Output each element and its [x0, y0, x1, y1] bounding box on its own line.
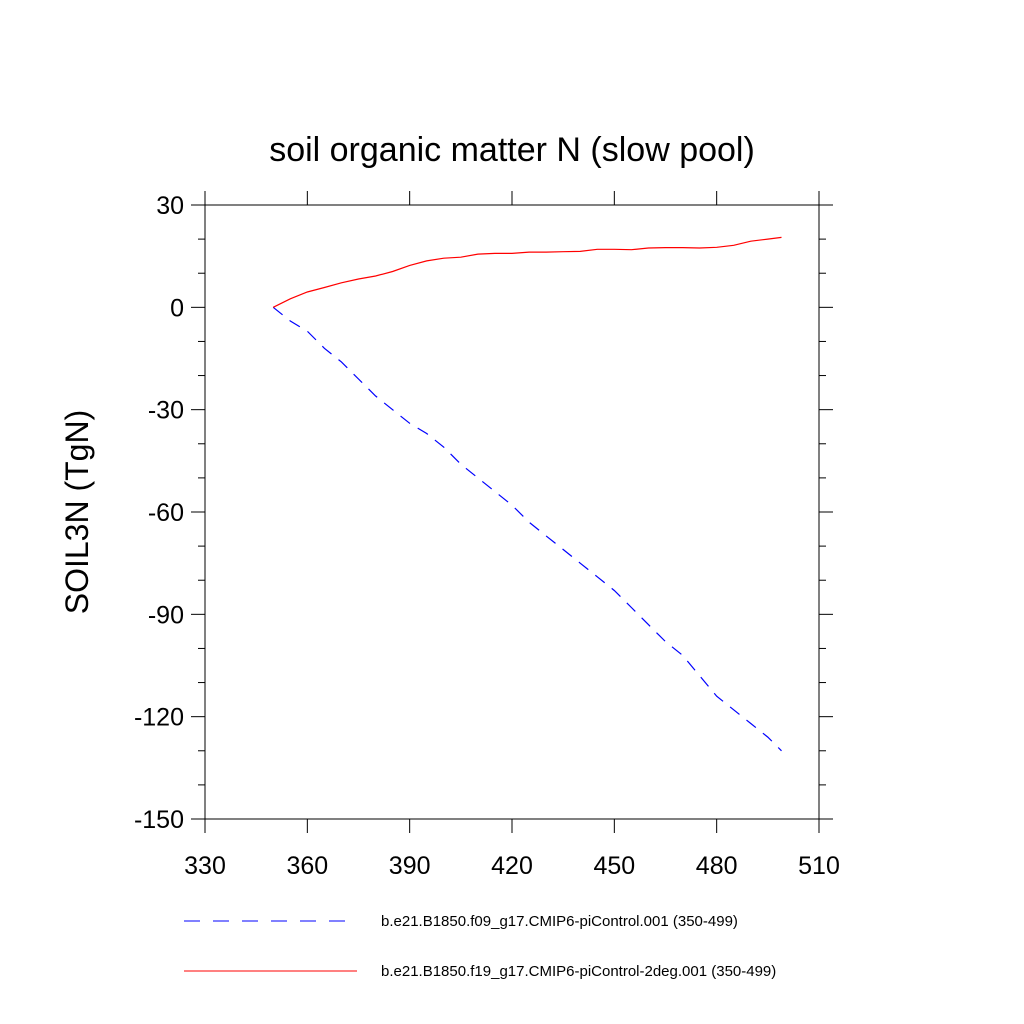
y-tick-label: -150	[134, 806, 184, 834]
y-axis: 30 0 -30 -60 -90 -120 -150	[134, 192, 833, 834]
y-tick-label: -120	[134, 704, 184, 732]
legend-label-1: b.e21.B1850.f09_g17.CMIP6-piControl.001 …	[381, 913, 738, 930]
legend-label-2: b.e21.B1850.f19_g17.CMIP6-piControl-2deg…	[381, 963, 776, 980]
plot-frame	[204, 204, 820, 820]
x-tick-label: 450	[593, 852, 635, 880]
y-tick-label: 0	[170, 294, 184, 322]
y-tick-label: -60	[148, 499, 184, 527]
series-line-1	[272, 306, 782, 752]
x-tick-label: 360	[286, 852, 328, 880]
series-group	[272, 236, 782, 752]
chart-title: soil organic matter N (slow pool)	[269, 131, 755, 169]
y-tick-label: -90	[148, 601, 184, 629]
y-tick-label: 30	[156, 192, 184, 220]
x-axis: 330 360 390 420 450 480 510	[184, 191, 840, 880]
y-axis-label: SOIL3N (TgN)	[59, 410, 95, 614]
legend: b.e21.B1850.f09_g17.CMIP6-piControl.001 …	[184, 913, 776, 980]
y-tick-label: -30	[148, 397, 184, 425]
series-line-2	[272, 236, 782, 308]
x-tick-label: 420	[491, 852, 533, 880]
x-tick-label: 480	[696, 852, 738, 880]
x-tick-label: 390	[389, 852, 431, 880]
x-tick-label: 510	[798, 852, 840, 880]
x-tick-label: 330	[184, 852, 226, 880]
